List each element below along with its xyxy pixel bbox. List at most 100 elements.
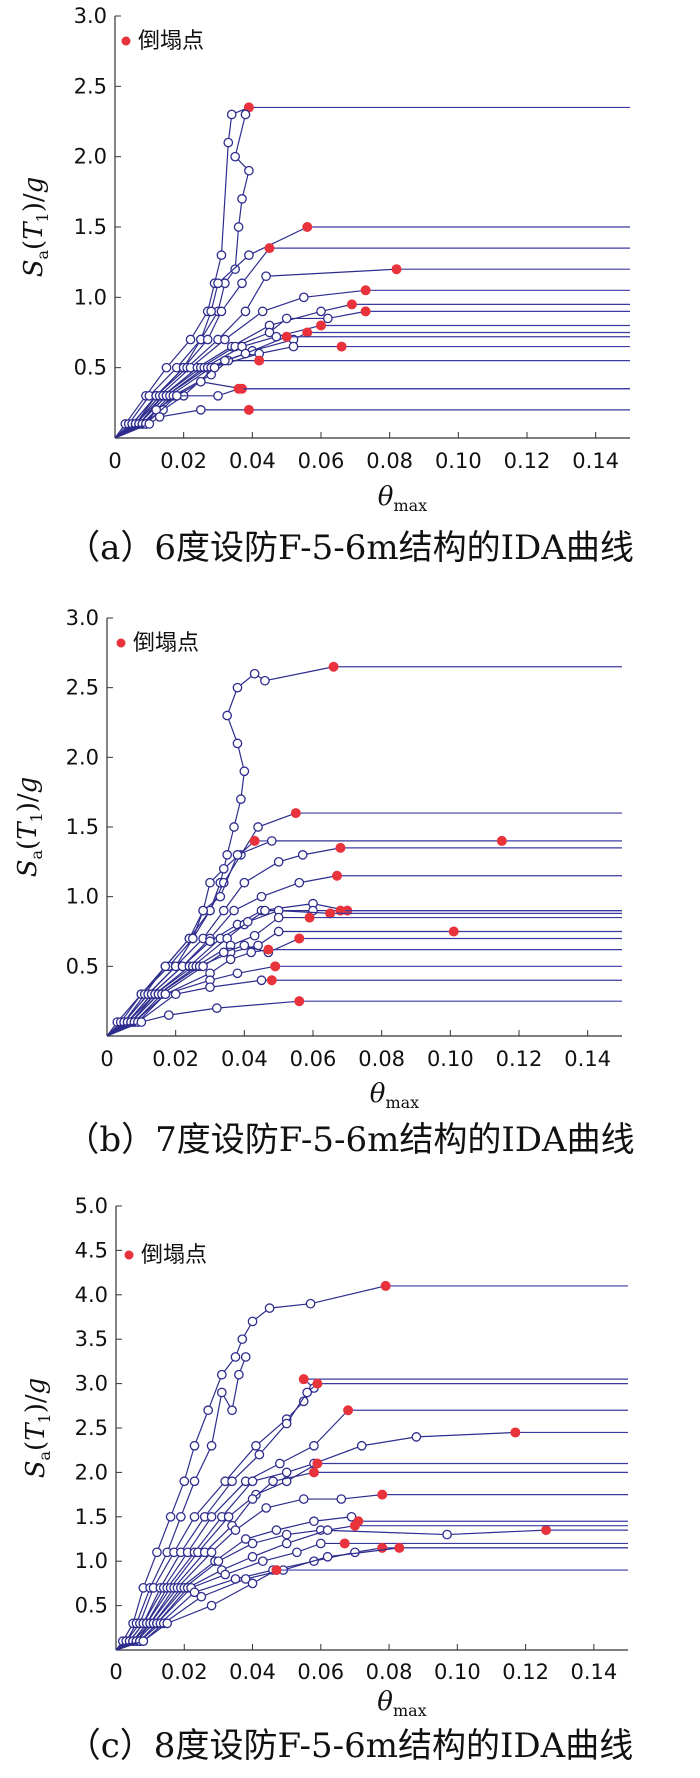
data-point [297, 850, 308, 860]
data-point [202, 334, 213, 345]
chart-panel-c: 0.5 1.0 1.5 2.0 2.5 3.0 3.5 4.0 4.5 5.0 0 0.02 0.04 0… [0, 1182, 700, 1778]
collapse-point [294, 933, 305, 944]
collapse-point [391, 264, 402, 275]
collapse-point [312, 1458, 323, 1469]
data-point [271, 1525, 282, 1535]
data-point [232, 682, 243, 693]
data-point [144, 419, 155, 429]
data-point [179, 1476, 190, 1487]
data-point [281, 313, 292, 324]
x-tick-label: 0.02 [152, 1047, 199, 1071]
data-point [240, 1534, 251, 1544]
caption-a: （a）6度设防F-5-6m结构的IDA曲线 [66, 528, 634, 568]
data-point [273, 856, 284, 867]
y-tick-label: 3.0 [74, 4, 107, 28]
collapse-point [249, 835, 260, 846]
data-point [237, 278, 247, 289]
data-point [261, 271, 271, 282]
ida-curve-line [106, 847, 341, 1037]
data-point [230, 1352, 241, 1362]
data-point [242, 916, 253, 927]
x-axis-label: θmax [377, 1687, 426, 1718]
data-point [261, 1503, 272, 1513]
collapse-point [312, 1378, 323, 1389]
data-point [195, 405, 206, 415]
data-point [205, 877, 215, 888]
data-point [198, 961, 208, 972]
data-point [305, 1298, 316, 1309]
data-point [232, 968, 243, 979]
data-point [240, 1352, 251, 1362]
ida-curve-line [115, 1356, 247, 1651]
collapse-point [541, 1525, 552, 1536]
data-point [232, 738, 243, 749]
data-point [346, 1511, 357, 1522]
data-point [215, 891, 226, 902]
y-tick-label: 2.5 [75, 1416, 108, 1440]
collapse-point [448, 926, 459, 937]
collapse-point [380, 1280, 391, 1291]
data-point [264, 327, 275, 338]
data-point [302, 1387, 312, 1398]
data-point [254, 1449, 265, 1460]
data-point [229, 905, 239, 916]
ida-curve-line [115, 1547, 383, 1651]
legend-collapse-marker [116, 638, 126, 648]
data-point [218, 863, 229, 874]
data-point [229, 822, 239, 832]
collapse-point [377, 1489, 388, 1500]
data-point [232, 850, 243, 860]
data-point [216, 306, 227, 317]
collapse-point [343, 1405, 354, 1416]
x-tick-label: 0.12 [504, 449, 551, 473]
data-point [256, 891, 267, 902]
ida-chart-a: 0.5 1.0 1.5 2.0 2.5 3.0 0 0.02 0.04 0.06 0.08 0.10 0… [19, 4, 630, 515]
data-point [288, 341, 299, 352]
x-tick-label: 0.04 [221, 1047, 268, 1071]
x-tick-label: 0.02 [160, 449, 207, 473]
collapse-point [346, 299, 357, 310]
data-point [315, 1538, 326, 1549]
x-tick-label: 0.08 [358, 1047, 405, 1071]
data-point [163, 1010, 174, 1020]
data-point [294, 877, 305, 888]
y-tick-label: 1.0 [75, 1549, 108, 1573]
collapse-point [298, 1374, 309, 1385]
data-point [264, 1303, 275, 1313]
data-point [187, 933, 198, 944]
data-point [281, 1529, 292, 1540]
data-point [247, 1538, 258, 1549]
data-point [237, 194, 247, 204]
data-point [213, 390, 223, 401]
collapse-point [349, 1520, 360, 1531]
data-point [216, 250, 227, 260]
x-tick-label: 0.10 [427, 1047, 474, 1071]
data-point [240, 348, 251, 359]
collapse-point [271, 1565, 282, 1576]
ida-curve-line [114, 114, 250, 439]
data-point [165, 1511, 176, 1522]
collapse-point [243, 404, 254, 415]
data-point [249, 668, 260, 679]
data-point [247, 1316, 258, 1327]
data-point [260, 675, 270, 686]
collapse-point [308, 1467, 319, 1478]
collapse-point [336, 341, 347, 352]
data-point [223, 137, 234, 148]
collapse-point [270, 961, 281, 972]
chart-panel-a: 0.5 1.0 1.5 2.0 2.5 3.0 0 0.02 0.04 0.06 0.08 0.10 0… [0, 0, 700, 590]
data-point [216, 1387, 227, 1398]
y-axis-label: Sa(T1)/g [19, 177, 52, 278]
collapse-point [325, 908, 336, 919]
data-point [218, 905, 229, 916]
y-tick-label: 2.5 [74, 74, 107, 98]
data-point [247, 1578, 258, 1589]
caption-c: （c）8度设防F-5-6m结构的IDA曲线 [66, 1726, 634, 1766]
x-tick-label: 0.10 [435, 449, 482, 473]
data-point [161, 362, 172, 373]
data-point [240, 109, 251, 120]
collapse-point [360, 285, 371, 296]
x-tick-label: 0 [100, 1047, 113, 1071]
x-tick-label: 0.06 [298, 449, 345, 473]
data-point [244, 250, 254, 260]
